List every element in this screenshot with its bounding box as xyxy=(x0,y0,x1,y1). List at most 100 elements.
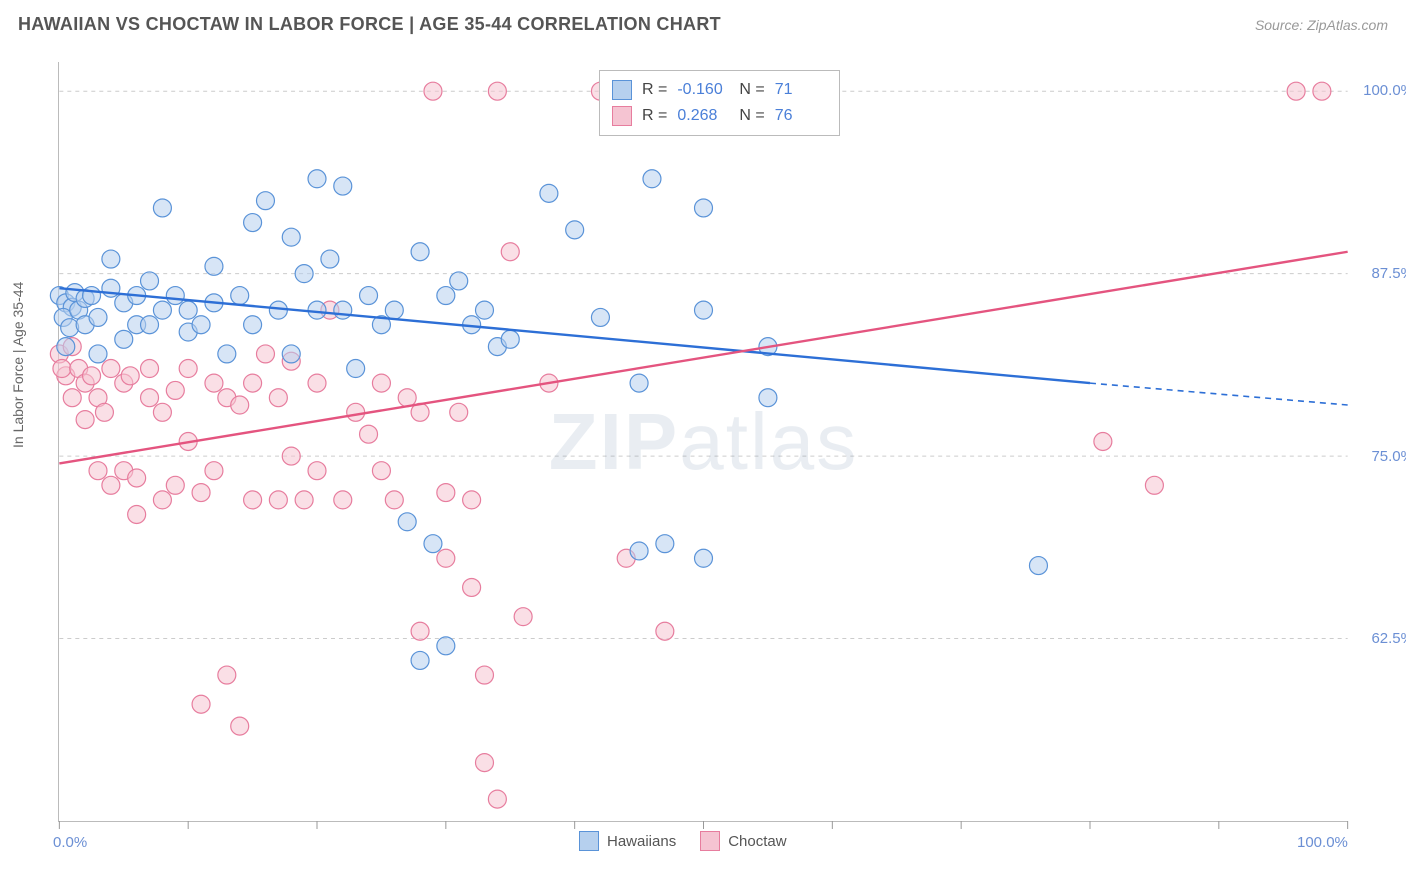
legend-series: Hawaiians Choctaw xyxy=(579,831,787,851)
scatter-point xyxy=(57,338,75,356)
swatch-bottom-choctaw xyxy=(700,831,720,851)
scatter-point xyxy=(411,651,429,669)
scatter-point xyxy=(83,367,101,385)
scatter-point xyxy=(179,360,197,378)
scatter-point xyxy=(128,505,146,523)
regression-line xyxy=(59,288,1090,383)
scatter-point xyxy=(695,199,713,217)
scatter-point xyxy=(398,513,416,531)
scatter-point xyxy=(501,243,519,261)
scatter-point xyxy=(95,403,113,421)
scatter-point xyxy=(463,491,481,509)
legend-label-choctaw: Choctaw xyxy=(728,833,786,850)
scatter-point xyxy=(115,330,133,348)
scatter-point xyxy=(218,666,236,684)
scatter-point xyxy=(295,491,313,509)
scatter-point xyxy=(437,637,455,655)
scatter-point xyxy=(166,381,184,399)
scatter-point xyxy=(166,476,184,494)
scatter-point xyxy=(347,360,365,378)
scatter-point xyxy=(1313,82,1331,100)
scatter-point xyxy=(244,491,262,509)
scatter-point xyxy=(205,462,223,480)
scatter-point xyxy=(102,250,120,268)
scatter-point xyxy=(231,287,249,305)
scatter-point xyxy=(192,695,210,713)
legend-item-choctaw: Choctaw xyxy=(700,831,786,851)
scatter-point xyxy=(244,316,262,334)
scatter-point xyxy=(514,608,532,626)
legend-label-hawaiians: Hawaiians xyxy=(607,833,676,850)
scatter-point xyxy=(89,308,107,326)
scatter-point xyxy=(269,389,287,407)
legend-row-hawaiians: R = -0.160 N = 71 xyxy=(612,77,827,103)
scatter-point xyxy=(476,754,494,772)
scatter-point xyxy=(1094,433,1112,451)
scatter-point xyxy=(424,82,442,100)
scatter-point xyxy=(141,316,159,334)
legend-item-hawaiians: Hawaiians xyxy=(579,831,676,851)
scatter-point xyxy=(76,411,94,429)
scatter-point xyxy=(269,491,287,509)
scatter-point xyxy=(411,243,429,261)
scatter-point xyxy=(295,265,313,283)
swatch-choctaw xyxy=(612,106,632,126)
scatter-point xyxy=(153,403,171,421)
scatter-point xyxy=(437,287,455,305)
scatter-point xyxy=(61,319,79,337)
scatter-point xyxy=(231,717,249,735)
y-tick-label: 75.0% xyxy=(1371,448,1406,465)
scatter-point xyxy=(643,170,661,188)
scatter-point xyxy=(450,272,468,290)
chart-title: HAWAIIAN VS CHOCTAW IN LABOR FORCE | AGE… xyxy=(18,14,721,35)
swatch-hawaiians xyxy=(612,80,632,100)
scatter-point xyxy=(192,484,210,502)
scatter-point xyxy=(166,287,184,305)
scatter-point xyxy=(89,462,107,480)
y-axis-label: In Labor Force | Age 35-44 xyxy=(10,282,26,448)
scatter-point xyxy=(372,462,390,480)
scatter-point xyxy=(256,192,274,210)
source-label: Source: ZipAtlas.com xyxy=(1255,17,1388,33)
plot-svg xyxy=(59,62,1348,821)
scatter-point xyxy=(121,367,139,385)
scatter-point xyxy=(128,469,146,487)
scatter-point xyxy=(437,484,455,502)
y-tick-label: 62.5% xyxy=(1371,630,1406,647)
scatter-point xyxy=(153,301,171,319)
scatter-point xyxy=(630,374,648,392)
scatter-point xyxy=(282,345,300,363)
scatter-point xyxy=(89,345,107,363)
legend-correlation: R = -0.160 N = 71 R = 0.268 N = 76 xyxy=(599,70,840,136)
scatter-point xyxy=(321,250,339,268)
scatter-point xyxy=(141,389,159,407)
scatter-point xyxy=(153,199,171,217)
regression-line-extrapolated xyxy=(1090,383,1348,405)
header: HAWAIIAN VS CHOCTAW IN LABOR FORCE | AGE… xyxy=(18,14,1388,35)
legend-row-choctaw: R = 0.268 N = 76 xyxy=(612,103,827,129)
scatter-point xyxy=(153,491,171,509)
scatter-point xyxy=(308,170,326,188)
scatter-point xyxy=(334,491,352,509)
scatter-point xyxy=(540,184,558,202)
scatter-point xyxy=(476,666,494,684)
scatter-point xyxy=(360,425,378,443)
scatter-point xyxy=(411,622,429,640)
scatter-point xyxy=(463,578,481,596)
scatter-point xyxy=(102,360,120,378)
scatter-point xyxy=(179,301,197,319)
scatter-point xyxy=(656,535,674,553)
scatter-point xyxy=(334,301,352,319)
scatter-point xyxy=(282,228,300,246)
chart-container: In Labor Force | Age 35-44 ZIPatlas R = … xyxy=(18,48,1388,868)
scatter-point xyxy=(282,447,300,465)
scatter-point xyxy=(385,491,403,509)
scatter-point xyxy=(53,360,71,378)
scatter-point xyxy=(695,549,713,567)
scatter-point xyxy=(566,221,584,239)
scatter-point xyxy=(308,374,326,392)
y-tick-label: 87.5% xyxy=(1371,265,1406,282)
scatter-point xyxy=(334,177,352,195)
scatter-point xyxy=(695,301,713,319)
scatter-point xyxy=(656,622,674,640)
